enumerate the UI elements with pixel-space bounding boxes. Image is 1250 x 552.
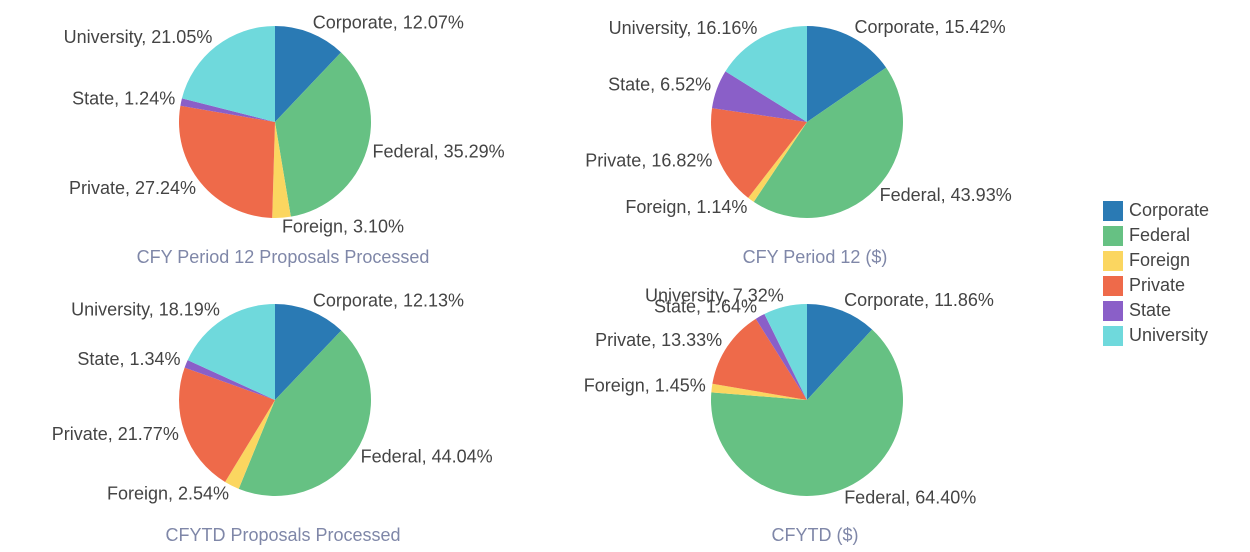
- legend-swatch: [1103, 251, 1123, 271]
- legend-label: University: [1129, 325, 1208, 345]
- slice-label: State, 1.24%: [72, 89, 175, 109]
- legend-swatch: [1103, 276, 1123, 296]
- legend-label: Federal: [1129, 225, 1190, 245]
- legend-label: State: [1129, 300, 1171, 320]
- slice-label: University, 16.16%: [609, 18, 758, 38]
- slice-label: Corporate, 12.07%: [313, 12, 464, 32]
- legend-label: Corporate: [1129, 200, 1209, 220]
- slice-label: Corporate, 11.86%: [844, 290, 994, 310]
- pie-slice: [225, 400, 275, 489]
- slice-label: Federal, 35.29%: [373, 142, 505, 162]
- pie-slice: [764, 304, 807, 400]
- legend-swatch: [1103, 201, 1123, 221]
- pie-slice: [807, 26, 887, 122]
- pie-slice: [712, 71, 807, 122]
- pie-slice: [180, 98, 275, 122]
- pie-slice: [753, 67, 903, 219]
- legend-label: Private: [1129, 275, 1185, 295]
- slice-label: Private, 13.33%: [595, 330, 722, 350]
- pie-slice: [725, 26, 807, 122]
- slice-label: University, 21.05%: [64, 27, 213, 47]
- pie-slice: [275, 26, 342, 122]
- slice-label: State, 6.52%: [608, 74, 711, 94]
- slice-label: Foreign, 3.10%: [282, 217, 404, 237]
- pie-title: CFY Period 12 Proposals Processed: [137, 247, 430, 267]
- pie-slice: [711, 108, 807, 198]
- slice-label: State, 1.34%: [77, 349, 180, 369]
- pie-slice: [748, 122, 807, 202]
- pie-slice: [181, 26, 275, 122]
- legend-swatch: [1103, 226, 1123, 246]
- pie-title: CFYTD Proposals Processed: [165, 525, 400, 545]
- legend-swatch: [1103, 326, 1123, 346]
- slice-label: Foreign, 1.45%: [584, 376, 706, 396]
- slice-label: Foreign, 2.54%: [107, 483, 229, 503]
- pie-slice: [179, 367, 275, 482]
- slice-label: Federal, 43.93%: [880, 185, 1012, 205]
- slice-label: Foreign, 1.14%: [625, 197, 747, 217]
- legend-swatch: [1103, 301, 1123, 321]
- pie-slice: [275, 52, 371, 217]
- slice-label: State, 1.64%: [654, 296, 757, 316]
- slice-label: Federal, 64.40%: [844, 487, 976, 507]
- pie-slice: [187, 304, 275, 400]
- slice-label: Corporate, 12.13%: [313, 290, 464, 310]
- slice-label: Private, 21.77%: [52, 424, 179, 444]
- pie-slice: [238, 330, 371, 496]
- slice-label: Federal, 44.04%: [361, 446, 493, 466]
- pie-slice: [712, 318, 807, 400]
- pie-slice: [272, 122, 291, 218]
- pie-slice: [711, 383, 807, 400]
- pie-title: CFY Period 12 ($): [743, 247, 888, 267]
- pie-slice: [184, 360, 275, 400]
- pie-slice: [755, 313, 807, 400]
- pie-slice: [275, 304, 342, 400]
- pie-slice: [179, 105, 275, 218]
- slice-label: University, 7.32%: [645, 286, 784, 306]
- pie-slice: [807, 304, 873, 400]
- slice-label: University, 18.19%: [71, 300, 220, 320]
- slice-label: Private, 16.82%: [585, 150, 712, 170]
- pie-title: CFYTD ($): [772, 525, 859, 545]
- pie-slice: [711, 329, 904, 497]
- slice-label: Corporate, 15.42%: [855, 17, 1006, 37]
- slice-label: Private, 27.24%: [69, 178, 196, 198]
- legend-label: Foreign: [1129, 250, 1190, 270]
